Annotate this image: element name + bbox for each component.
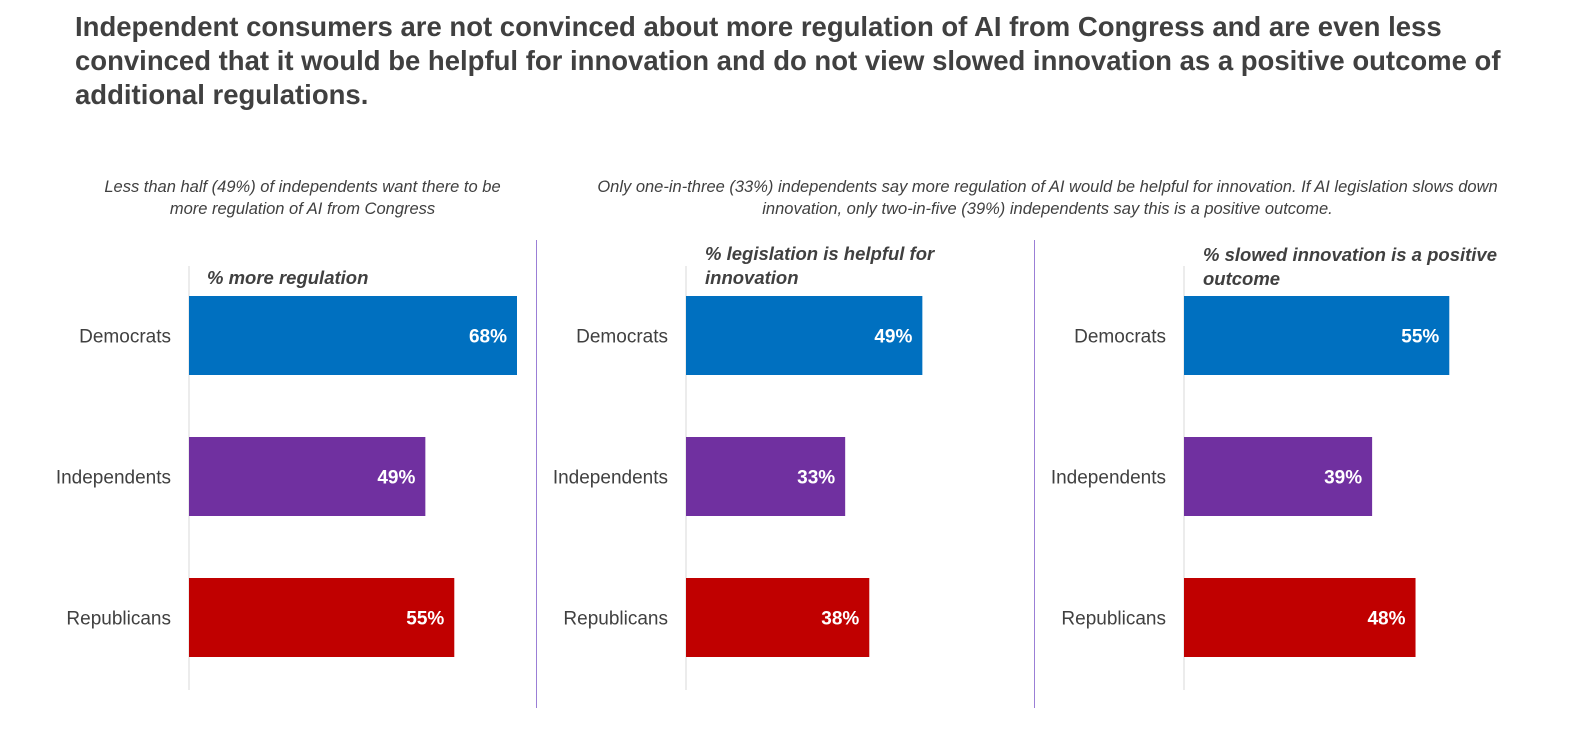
value-label-democrats: 68% [469,327,507,348]
value-label-independents: 39% [1324,468,1362,489]
bar-independents [1184,437,1373,516]
subtitle-left: Less than half (49%) of independents wan… [104,178,501,218]
bar-democrats [1184,296,1450,375]
value-label-democrats: 55% [1401,327,1439,348]
bar-republicans [686,578,870,657]
chart-panel-3: Democrats 55% Independents 39% Republicans 48… [1051,266,1450,690]
bar-republicans [1184,578,1416,657]
chart-panel-1: Democrats 68% Independents 49% Republicans 55… [56,266,517,690]
bar-democrats [189,296,517,375]
value-label-republicans: 48% [1367,609,1405,630]
panel-divider-1 [536,240,537,708]
category-label-independents: Independents [553,468,668,489]
bar-republicans [189,578,455,657]
value-label-republicans: 55% [406,609,444,630]
panel-title-legislation-helpful: % legislation is helpful for innovation [705,243,935,288]
value-label-democrats: 49% [874,327,912,348]
value-label-republicans: 38% [821,609,859,630]
value-label-independents: 33% [797,468,835,489]
panel-title-more-regulation: % more regulation [207,267,369,288]
category-label-democrats: Democrats [1074,327,1166,348]
category-label-democrats: Democrats [79,327,171,348]
chart-panel-2: Democrats 49% Independents 33% Republicans 38… [553,266,923,690]
category-label-republicans: Republicans [1061,609,1166,630]
bar-democrats [686,296,923,375]
category-label-independents: Independents [1051,468,1166,489]
panel-divider-2 [1034,240,1035,708]
category-label-democrats: Democrats [576,327,668,348]
value-label-independents: 49% [377,468,415,489]
category-label-independents: Independents [56,468,171,489]
category-label-republicans: Republicans [563,609,668,630]
bar-independents [189,437,426,516]
subtitle-right: Only one-in-three (33%) independents say… [597,178,1498,218]
bar-independents [686,437,846,516]
headline: Independent consumers are not convinced … [75,11,1501,110]
category-label-republicans: Republicans [66,609,171,630]
panel-title-slowed-innovation: % slowed innovation is a positive outcom… [1203,244,1498,289]
